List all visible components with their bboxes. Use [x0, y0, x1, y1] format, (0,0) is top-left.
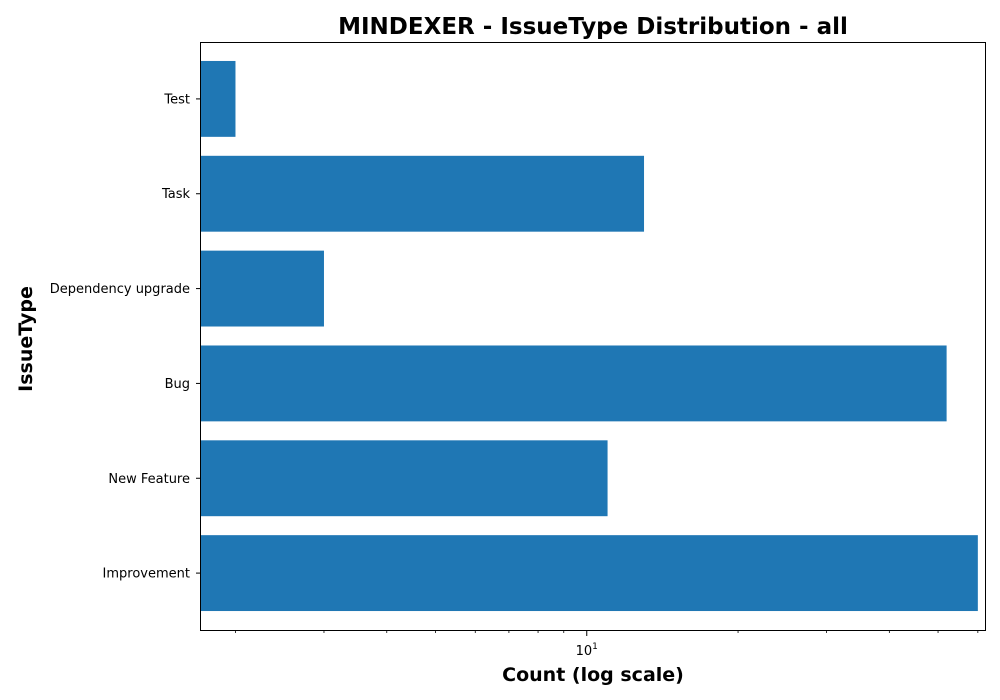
y-tick-label: New Feature — [108, 472, 190, 487]
bars-group — [200, 60, 978, 612]
bar-test — [200, 60, 236, 137]
bar-new-feature — [200, 440, 608, 517]
y-tick-label: Dependency upgrade — [50, 282, 190, 297]
y-tick-label: Task — [161, 187, 191, 202]
y-tick-label: Improvement — [103, 567, 190, 582]
bar-bug — [200, 345, 947, 422]
x-ticks-group: 101 — [235, 630, 979, 659]
y-tick-label: Bug — [165, 377, 190, 392]
chart-title: MINDEXER - IssueType Distribution - all — [338, 14, 848, 40]
bar-task — [200, 155, 645, 232]
x-tick-label: 101 — [576, 642, 598, 659]
y-ticks-group: Improvement New Feature Bug Dependency upgr… — [50, 92, 200, 582]
y-axis-label: IssueType — [15, 286, 37, 392]
x-axis-label: Count (log scale) — [502, 664, 684, 686]
bar-improvement — [200, 535, 978, 612]
bar-dependency-upgrade — [200, 250, 324, 327]
plot-frame — [200, 42, 986, 631]
y-tick-label: Test — [163, 92, 190, 107]
